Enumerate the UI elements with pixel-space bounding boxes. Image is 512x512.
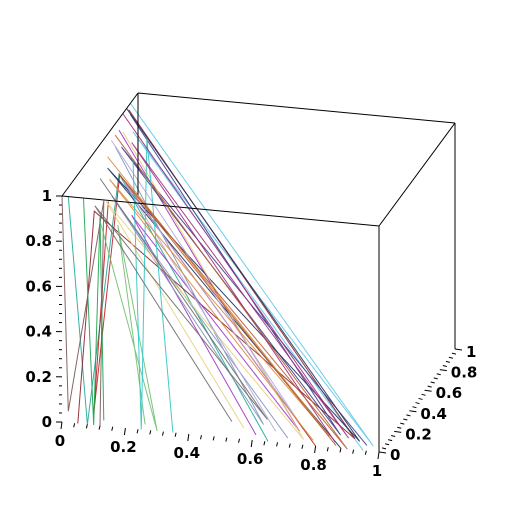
x-tick-23 <box>352 449 355 454</box>
x-tick-17 <box>276 442 279 447</box>
x-tick-8 <box>161 431 164 436</box>
y-tick-25 <box>454 348 463 351</box>
y-tick-label-3: 0.6 <box>436 384 463 402</box>
y-tick-label-5: 1 <box>466 343 476 361</box>
y-tick-7 <box>400 422 405 425</box>
y-tick-5 <box>394 430 402 433</box>
x-tick-12 <box>212 436 215 441</box>
y-tick-9 <box>406 414 411 417</box>
y-tick-15 <box>424 389 432 392</box>
series-line-8 <box>107 108 361 449</box>
series-line-18 <box>114 134 348 450</box>
y-tick-14 <box>421 393 426 396</box>
y-tick-8 <box>403 418 408 421</box>
x-tick-16 <box>263 441 266 446</box>
x-tick-label-5: 1 <box>372 462 382 480</box>
x-tick-19 <box>301 444 304 449</box>
y-tick-2 <box>384 443 390 446</box>
z-tick-label-5: 1 <box>42 187 52 205</box>
x-tick-9 <box>174 432 177 437</box>
y-tick-22 <box>445 360 451 363</box>
y-tick-10 <box>409 410 417 413</box>
series-line-9 <box>111 146 289 439</box>
y-tick-24 <box>451 352 457 355</box>
z-tick-label-1: 0.2 <box>25 368 52 386</box>
x-tick-21 <box>326 447 329 452</box>
x-tick-7 <box>149 430 152 435</box>
series-layer <box>61 103 374 451</box>
z-tick-label-0: 0 <box>42 413 52 431</box>
series-line-17 <box>94 178 268 422</box>
box-edge-3 <box>137 92 456 124</box>
z-tick-label-3: 0.6 <box>25 277 52 295</box>
y-tick-13 <box>418 397 423 400</box>
series-line-3 <box>77 109 356 440</box>
tick-labels: 00.20.40.60.810 0.2 0.4 0.6 0.8 100.20.40.60.… <box>25 187 477 480</box>
x-tick-22 <box>339 448 342 453</box>
y-tick-18 <box>433 377 438 380</box>
axes-box <box>61 92 456 452</box>
x-tick-20 <box>314 445 317 454</box>
series-line-13 <box>83 198 105 426</box>
y-tick-16 <box>427 385 432 388</box>
y-tick-label-4: 0.8 <box>451 364 478 382</box>
y-tick-1 <box>381 447 387 450</box>
x-tick-6 <box>136 429 139 434</box>
x-tick-label-0: 0 <box>55 432 65 450</box>
y-tick-label-0: 0 <box>390 446 400 464</box>
series-line-12 <box>100 222 158 432</box>
x-tick-1 <box>73 423 76 428</box>
y-tick-20 <box>439 369 447 372</box>
x-tick-15 <box>250 439 253 448</box>
x-tick-label-3: 0.6 <box>237 450 264 468</box>
y-tick-label-1: 0.2 <box>405 425 432 443</box>
x-tick-3 <box>98 425 101 430</box>
z-tick-label-4: 0.8 <box>25 232 52 250</box>
x-tick-label-2: 0.4 <box>174 444 201 462</box>
x-tick-13 <box>225 437 228 442</box>
series-line-4 <box>93 173 317 447</box>
x-tick-14 <box>238 438 241 443</box>
series-line-6 <box>118 129 300 436</box>
x-tick-24 <box>364 450 367 455</box>
x-tick-11 <box>199 435 202 440</box>
y-tick-label-2: 0.4 <box>420 405 447 423</box>
x-tick-label-4: 0.8 <box>300 456 327 474</box>
y-tick-0 <box>378 451 387 454</box>
x-tick-label-1: 0.2 <box>110 438 137 456</box>
x-tick-10 <box>187 433 190 442</box>
z-tick-label-2: 0.4 <box>25 323 52 341</box>
y-tick-17 <box>430 381 435 384</box>
y-tick-21 <box>442 364 447 367</box>
y-tick-11 <box>412 406 417 409</box>
x-tick-4 <box>111 426 114 431</box>
box-edge-2 <box>378 122 456 227</box>
y-tick-12 <box>415 402 420 405</box>
x-tick-18 <box>288 443 291 448</box>
series-line-16 <box>122 113 350 443</box>
x-tick-25 <box>377 451 380 460</box>
x-tick-5 <box>123 427 126 436</box>
y-tick-3 <box>387 439 393 442</box>
x-tick-2 <box>85 424 88 429</box>
box-edge-4 <box>61 92 139 197</box>
x-tick-0 <box>60 421 63 430</box>
series-line-14 <box>107 156 330 441</box>
y-tick-23 <box>448 356 454 359</box>
box-edge-1 <box>61 195 380 227</box>
y-tick-19 <box>436 373 441 376</box>
axis-ticks <box>56 195 463 460</box>
y-tick-6 <box>397 426 402 429</box>
series-line-10 <box>105 131 305 440</box>
y-tick-4 <box>391 435 396 438</box>
